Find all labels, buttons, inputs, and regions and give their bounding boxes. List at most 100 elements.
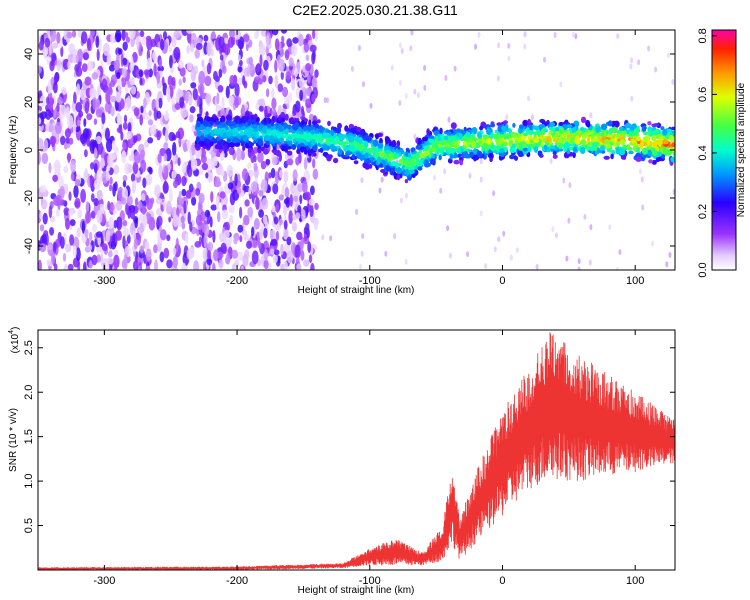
noise-blob bbox=[156, 208, 161, 216]
band-blob bbox=[558, 121, 564, 127]
spectrogram-ylabel: Frequency (Hz) bbox=[8, 116, 19, 185]
noise-blob bbox=[187, 211, 191, 225]
band-blob bbox=[558, 127, 565, 135]
noise-blob bbox=[240, 190, 245, 197]
noise-blob bbox=[68, 137, 74, 145]
band-blob bbox=[642, 136, 648, 143]
sparse-dot bbox=[559, 81, 563, 88]
noise-blob bbox=[186, 45, 190, 54]
noise-blob bbox=[89, 174, 93, 189]
band-blob bbox=[216, 124, 223, 128]
band-blob bbox=[631, 131, 638, 136]
band-blob bbox=[244, 142, 249, 148]
band-blob bbox=[579, 126, 585, 132]
noise-blob bbox=[231, 263, 236, 270]
noise-blob bbox=[209, 216, 213, 228]
noise-blob bbox=[115, 91, 122, 103]
noise-blob bbox=[220, 150, 225, 161]
sparse-dot bbox=[399, 42, 402, 49]
band-blob bbox=[440, 134, 445, 141]
band-blob bbox=[390, 141, 397, 148]
noise-blob bbox=[113, 59, 120, 71]
band-blob bbox=[422, 136, 428, 142]
band-blob bbox=[393, 155, 398, 160]
noise-blob bbox=[244, 199, 250, 207]
band-blob bbox=[405, 160, 413, 166]
noise-blob bbox=[221, 97, 225, 111]
noise-blob bbox=[228, 60, 233, 66]
band-blob bbox=[472, 148, 477, 156]
sparse-dot bbox=[551, 226, 555, 233]
noise-blob bbox=[150, 197, 155, 205]
noise-blob bbox=[105, 229, 111, 243]
noise-blob bbox=[173, 180, 178, 189]
noise-blob bbox=[257, 78, 264, 85]
noise-blob bbox=[189, 106, 196, 114]
colorbar-tick-label: 0.4 bbox=[697, 145, 709, 160]
noise-blob bbox=[177, 157, 181, 167]
noise-blob bbox=[237, 186, 242, 195]
band-blob bbox=[350, 127, 357, 134]
noise-blob bbox=[305, 63, 312, 72]
noise-blob bbox=[46, 259, 53, 267]
band-blob bbox=[642, 125, 647, 133]
noise-blob bbox=[203, 234, 208, 248]
band-blob bbox=[486, 126, 490, 134]
band-blob bbox=[522, 119, 529, 126]
noise-blob bbox=[163, 180, 168, 193]
noise-blob bbox=[110, 95, 117, 103]
noise-blob bbox=[256, 62, 261, 73]
noise-blob bbox=[101, 243, 108, 252]
sparse-dot bbox=[497, 236, 501, 243]
svg-text:(x104): (x104) bbox=[8, 327, 21, 354]
noise-blob bbox=[239, 59, 243, 67]
noise-blob bbox=[166, 259, 173, 269]
noise-blob bbox=[271, 205, 276, 213]
x-tick-label: -100 bbox=[359, 275, 381, 287]
band-blob bbox=[261, 126, 267, 134]
noise-blob bbox=[63, 165, 69, 174]
noise-blob bbox=[216, 92, 220, 105]
band-blob bbox=[536, 129, 541, 136]
band-blob bbox=[213, 117, 217, 123]
snr-marks bbox=[38, 332, 675, 570]
noise-blob bbox=[227, 182, 234, 190]
noise-blob bbox=[92, 223, 97, 233]
noise-blob bbox=[264, 105, 268, 119]
band-blob bbox=[294, 117, 298, 123]
noise-blob bbox=[224, 229, 230, 239]
band-blob bbox=[595, 126, 601, 133]
noise-blob bbox=[120, 131, 124, 141]
band-blob bbox=[671, 126, 675, 131]
noise-blob bbox=[139, 114, 143, 126]
noise-blob bbox=[73, 185, 79, 198]
band-blob bbox=[654, 129, 660, 134]
sparse-dot bbox=[665, 261, 669, 268]
colorbar-axis: 0.0 0.2 0.4 0.6 0.8 bbox=[697, 28, 717, 278]
sparse-dot bbox=[492, 190, 496, 197]
band-blob bbox=[533, 125, 539, 131]
noise-blob bbox=[312, 30, 316, 40]
band-blob bbox=[566, 130, 571, 136]
band-blob bbox=[307, 149, 312, 157]
noise-blob bbox=[185, 92, 189, 104]
noise-blob bbox=[168, 45, 173, 53]
noise-blob bbox=[210, 204, 217, 211]
noise-blob bbox=[121, 150, 127, 164]
noise-blob bbox=[190, 158, 198, 171]
noise-blob bbox=[269, 229, 276, 240]
band-blob bbox=[457, 146, 461, 154]
noise-blob bbox=[305, 222, 310, 231]
band-blob bbox=[462, 141, 468, 146]
noise-blob bbox=[79, 133, 87, 145]
sparse-dot bbox=[651, 240, 654, 247]
noise-blob bbox=[246, 240, 253, 249]
noise-blob bbox=[282, 86, 289, 98]
noise-blob bbox=[278, 58, 285, 72]
noise-blob bbox=[48, 162, 52, 174]
band-blob bbox=[338, 133, 344, 139]
band-blob bbox=[582, 131, 589, 138]
sparse-dot bbox=[515, 247, 519, 254]
band-blob bbox=[330, 129, 335, 137]
band-blob bbox=[490, 146, 496, 152]
